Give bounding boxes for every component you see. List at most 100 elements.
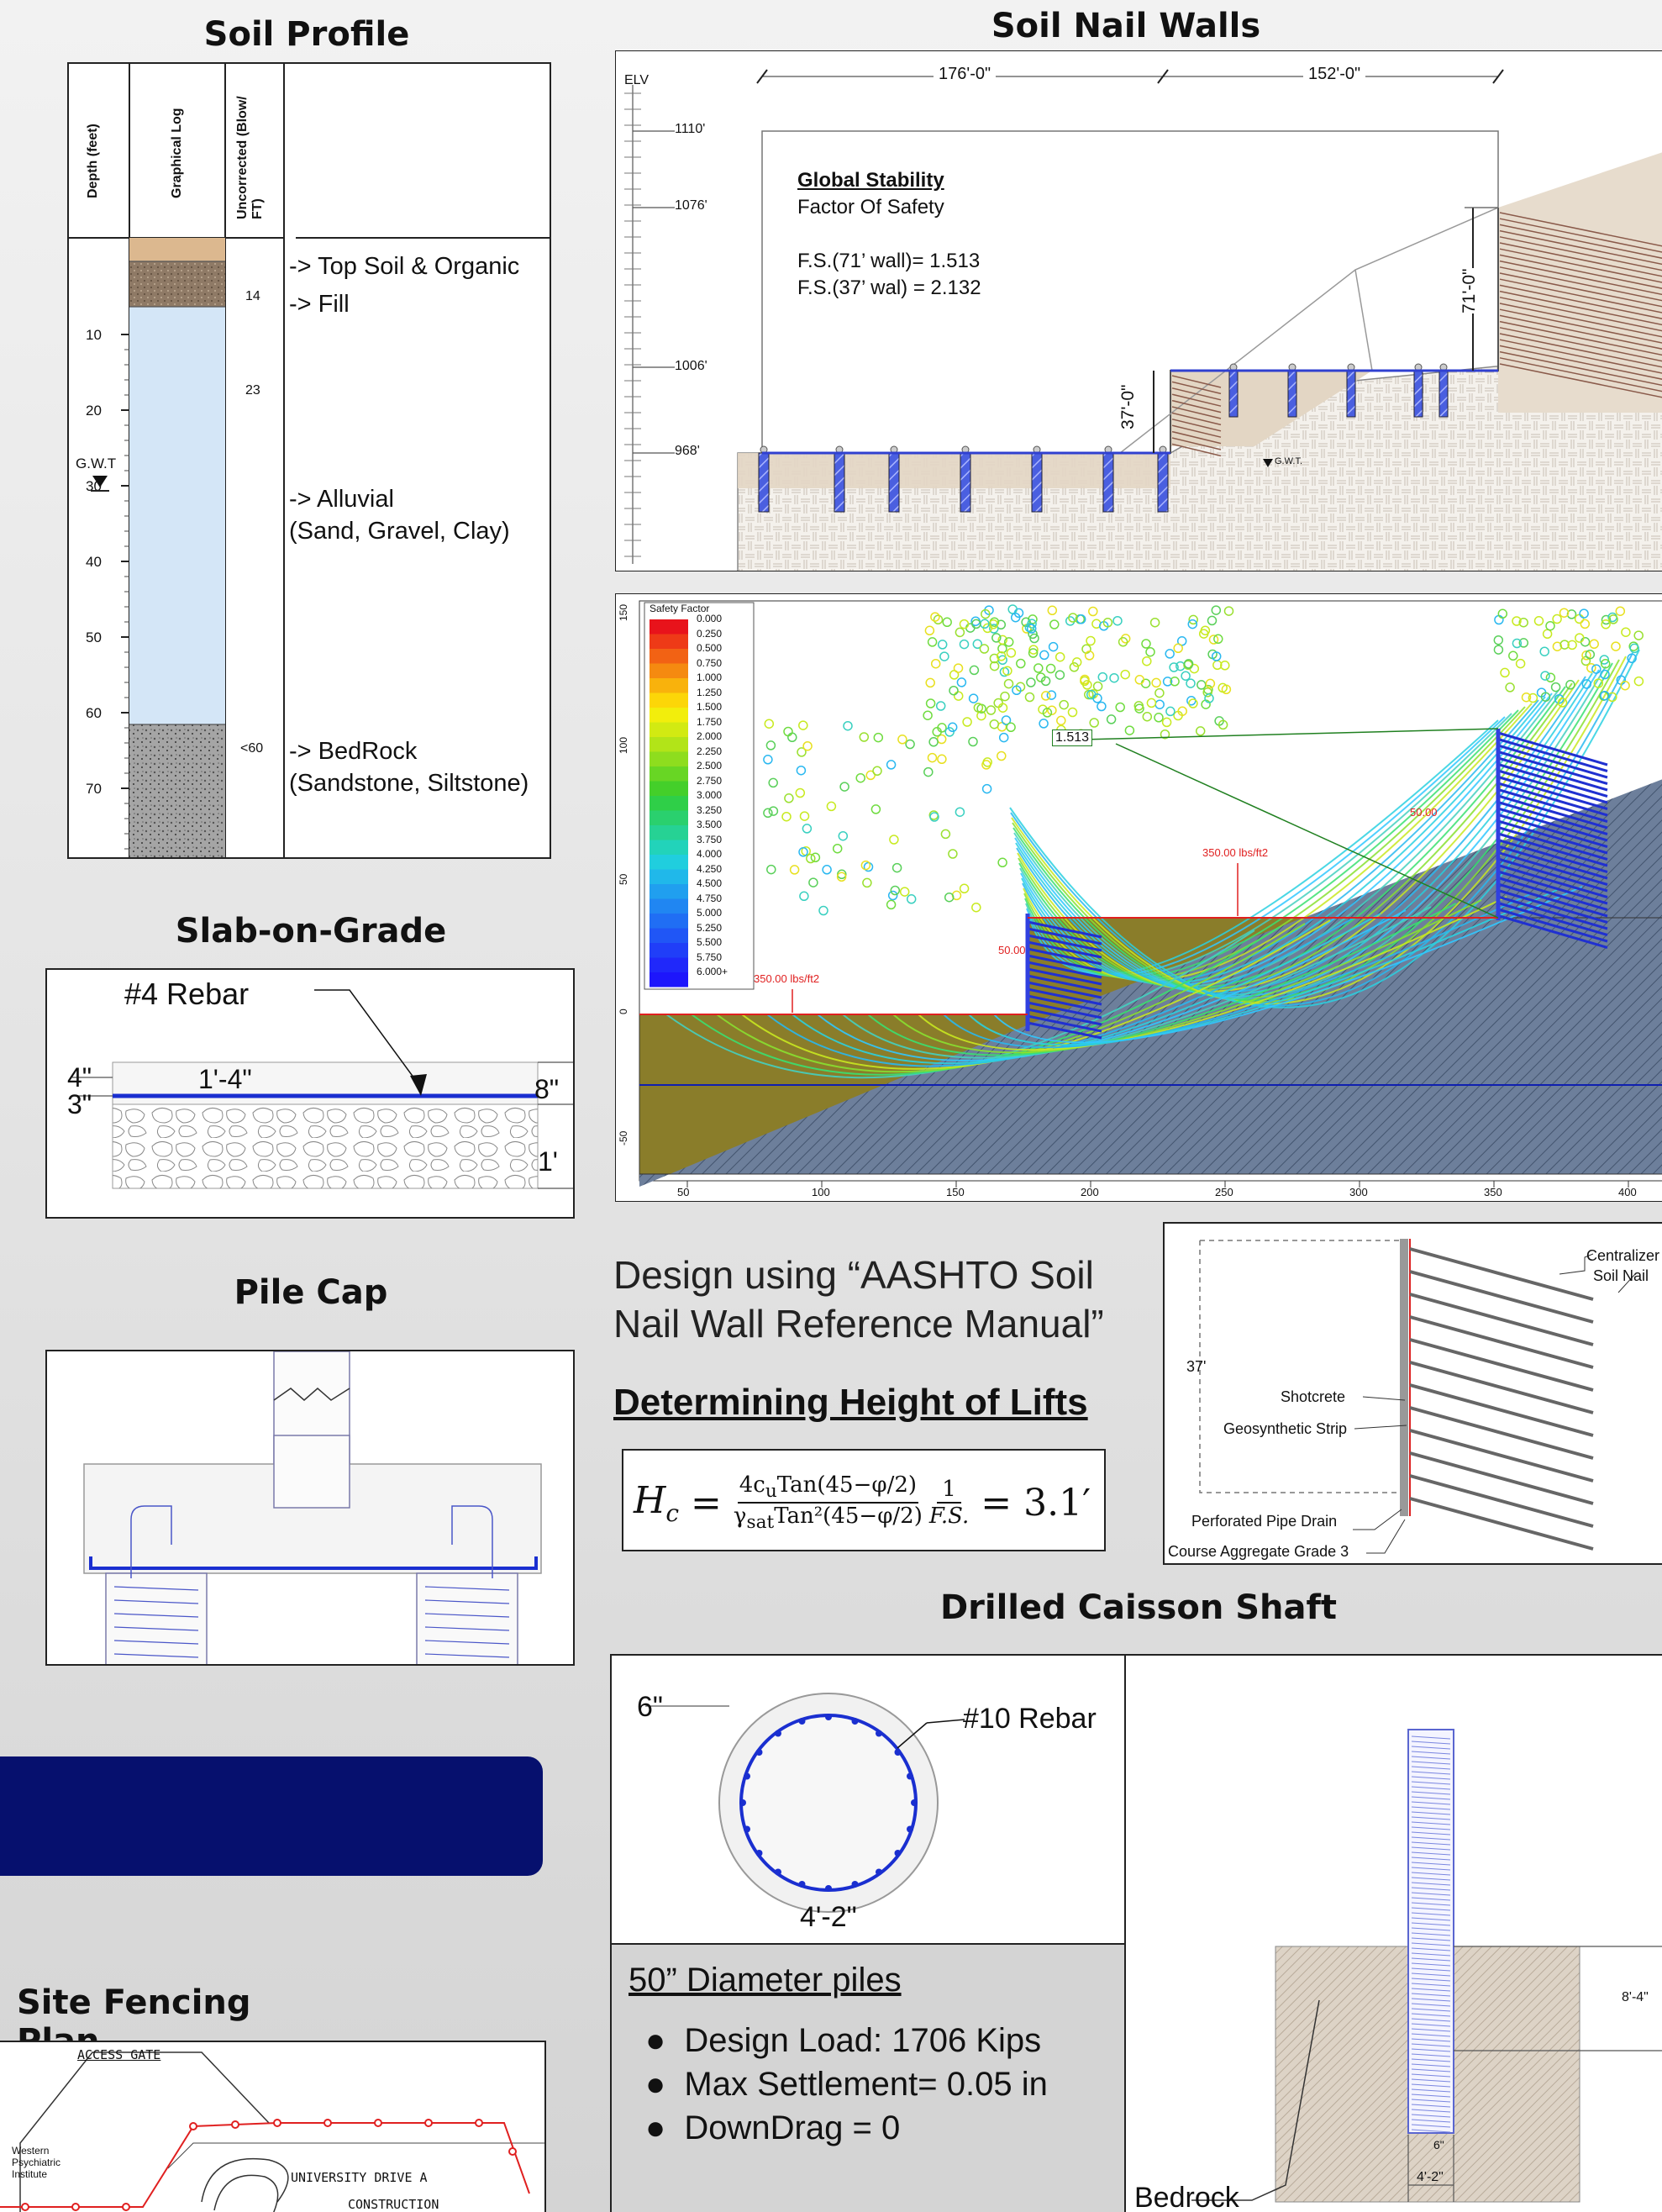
slip-center-point bbox=[1068, 613, 1078, 623]
height-71: 71'-0" bbox=[1460, 268, 1480, 313]
fencing-wpi-2: Psychiatric bbox=[12, 2157, 61, 2168]
slip-center-point bbox=[953, 691, 964, 701]
bullet-3-text: DownDrag = 0 bbox=[684, 2109, 901, 2146]
slip-center-point bbox=[899, 887, 910, 897]
rebar-bar bbox=[894, 1850, 902, 1856]
slip-center-point bbox=[1016, 658, 1026, 669]
slip-center-point bbox=[937, 640, 948, 650]
slip-center-point bbox=[1586, 663, 1596, 673]
legend-swatch bbox=[650, 898, 688, 914]
slip-center-point bbox=[1047, 705, 1057, 715]
alluvial-layer bbox=[129, 307, 225, 724]
legend-swatch bbox=[650, 855, 688, 870]
slip-center-point bbox=[1202, 687, 1212, 698]
slip-center-point bbox=[944, 727, 955, 737]
legend-swatch bbox=[650, 678, 688, 693]
slip-center-point bbox=[1109, 672, 1119, 683]
fencing-gate: ACCESS GATE bbox=[77, 2047, 161, 2062]
slip-center-point bbox=[1006, 648, 1017, 658]
load-left: 350.00 lbs/ft2 bbox=[754, 972, 820, 985]
slip-center-point bbox=[1493, 645, 1504, 655]
slip-center-point bbox=[1102, 618, 1113, 628]
slip-center-point bbox=[1223, 606, 1234, 616]
pile-cap-panel bbox=[45, 1350, 575, 1666]
legend-swatch bbox=[650, 825, 688, 840]
rebar-bar bbox=[894, 1749, 902, 1756]
soil-profile-panel: 10 20 30 40 50 60 70 Depth (feet) Graphical Lo… bbox=[67, 62, 551, 859]
slip-center-point bbox=[1133, 701, 1144, 711]
dim-left: 176'-0" bbox=[934, 65, 997, 84]
slip-center-point bbox=[989, 719, 1000, 729]
legend-swatch bbox=[650, 810, 688, 825]
slip-center-point bbox=[897, 735, 907, 745]
topsoil-layer bbox=[129, 238, 225, 261]
support-column bbox=[888, 452, 900, 513]
slip-center-point bbox=[971, 902, 981, 913]
legend-value: 0.250 bbox=[697, 627, 723, 640]
legend-swatch bbox=[650, 781, 688, 796]
load-50-right: 50.00 bbox=[1410, 806, 1438, 819]
legend-value: 1.000 bbox=[697, 672, 723, 683]
slip-center-point bbox=[1003, 637, 1014, 647]
slip-center-point bbox=[968, 693, 979, 703]
slip-center-point bbox=[989, 624, 999, 634]
slip-center-point bbox=[947, 722, 958, 733]
slip-center-point bbox=[1006, 722, 1016, 733]
slip-center-point bbox=[1120, 669, 1130, 680]
slip-center-point bbox=[997, 635, 1007, 645]
slip-center-point bbox=[1047, 605, 1058, 616]
rebar-bar bbox=[851, 1881, 859, 1888]
load-50-left: 50.00 bbox=[998, 944, 1026, 956]
slip-center-point bbox=[1067, 707, 1078, 718]
graphical-log-header: Graphical Log bbox=[170, 108, 184, 198]
nail-wall-section-diagram bbox=[624, 69, 1662, 571]
slip-center-point bbox=[1134, 675, 1145, 685]
slip-center-point bbox=[1211, 651, 1222, 661]
legend-value: 2.500 bbox=[697, 760, 723, 772]
detail-geo: Geosynthetic Strip bbox=[1223, 1420, 1348, 1437]
lift-result: = 3.1′ bbox=[981, 1481, 1091, 1525]
slip-center-point bbox=[836, 872, 847, 882]
x-tick-label: 200 bbox=[1081, 1186, 1099, 1198]
slip-center-point bbox=[1162, 677, 1173, 687]
slip-center-point bbox=[1080, 674, 1090, 685]
slip-center-point bbox=[1521, 692, 1532, 703]
rebar-bar bbox=[851, 1718, 859, 1725]
slip-center-point bbox=[1142, 656, 1152, 666]
slip-center-point bbox=[843, 720, 853, 731]
caisson-title: Drilled Caisson Shaft bbox=[939, 1588, 1338, 1627]
depth-tick-label: 40 bbox=[86, 554, 102, 570]
rebar-bar bbox=[825, 1714, 832, 1720]
slip-center-point bbox=[924, 625, 935, 636]
slip-center-point bbox=[925, 698, 936, 708]
legend-swatch bbox=[650, 928, 688, 943]
slip-center-point bbox=[873, 732, 884, 743]
slip-center-point bbox=[1579, 608, 1589, 619]
slip-center-point bbox=[976, 710, 986, 721]
support-column bbox=[1413, 370, 1423, 418]
bullet-2-text: Max Settlement= 0.05 in bbox=[684, 2066, 1048, 2103]
caisson-elevation-panel: 8'-4" 6" 4'-2" Bedrock bbox=[1124, 1654, 1662, 2212]
caisson-diameter: 4'-2" bbox=[800, 1901, 857, 1933]
slip-center-point bbox=[870, 804, 881, 814]
slip-center-point bbox=[764, 719, 775, 729]
bullet-3: ● DownDrag = 0 bbox=[645, 2109, 901, 2146]
slip-center-point bbox=[1188, 698, 1198, 708]
slip-center-point bbox=[1086, 689, 1097, 700]
slip-center-point bbox=[855, 772, 865, 783]
slip-center-point bbox=[1621, 627, 1631, 637]
min-fs-label: 1.513 bbox=[1052, 729, 1093, 746]
slip-center-point bbox=[927, 637, 938, 647]
detail-pipe: Perforated Pipe Drain bbox=[1191, 1513, 1338, 1530]
slab-spacing: 1'-4" bbox=[198, 1064, 252, 1094]
slip-center-point bbox=[1188, 614, 1198, 625]
slip-center-point bbox=[1218, 682, 1228, 693]
legend-swatch bbox=[650, 634, 688, 649]
slip-center-point bbox=[1173, 643, 1183, 654]
rebar-bar bbox=[775, 1730, 781, 1737]
slip-center-point bbox=[1000, 691, 1010, 702]
legend-swatch bbox=[650, 957, 688, 972]
slip-center-point bbox=[1211, 605, 1222, 615]
rebar-bar bbox=[798, 1718, 806, 1725]
slip-center-point bbox=[832, 843, 843, 854]
